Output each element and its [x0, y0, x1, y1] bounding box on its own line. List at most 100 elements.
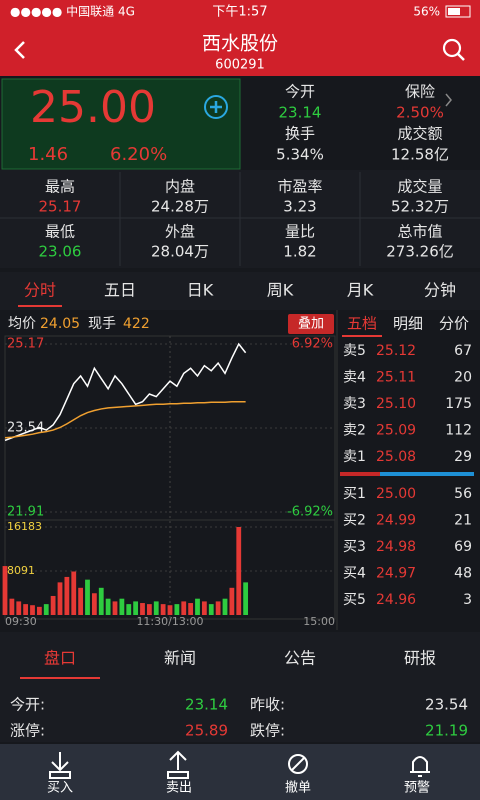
search-button[interactable]: [442, 38, 462, 58]
stat-label: 最低: [45, 223, 75, 241]
chart-tab[interactable]: 分时: [24, 281, 56, 300]
stat-value: 28.04万: [151, 243, 209, 261]
info-tab[interactable]: 新闻: [164, 649, 196, 668]
volume-bar: [71, 571, 77, 615]
book-price: 25.11: [376, 370, 416, 386]
volume-bar: [174, 604, 180, 615]
price-box: [1, 78, 241, 170]
volume-bar: [2, 566, 8, 615]
search-handle: [457, 53, 465, 61]
chart-tab[interactable]: 五日: [104, 281, 136, 300]
battery-level: [448, 8, 460, 15]
chart-tab[interactable]: 周K: [267, 281, 294, 300]
book-volume: 67: [454, 343, 472, 359]
summary-value: 12.58亿: [391, 146, 449, 164]
volume-bar: [222, 598, 228, 615]
volume-bar: [133, 601, 139, 615]
volume-bar: [9, 598, 15, 615]
volume-bar: [78, 587, 84, 615]
toolbar-button[interactable]: 卖出: [166, 781, 192, 796]
book-volume: 56: [454, 486, 472, 502]
book-label: 卖1: [343, 449, 366, 465]
volume-bar: [160, 604, 166, 615]
toolbar-button[interactable]: 撤单: [285, 780, 311, 796]
toolbar-button[interactable]: 预警: [404, 780, 430, 796]
volume-bar: [23, 604, 29, 615]
stat-value: 23.06: [39, 243, 82, 261]
chart-tab[interactable]: 日K: [187, 281, 214, 300]
chart-tab[interactable]: 分钟: [424, 281, 456, 300]
stat-value: 25.17: [39, 198, 82, 216]
toolbar-bg: [0, 744, 480, 800]
book-volume: 3: [463, 592, 472, 608]
header-bg: [0, 0, 480, 76]
volume-bar: [119, 598, 125, 615]
book-price: 25.12: [376, 343, 416, 359]
stat-label: 内盘: [165, 178, 195, 196]
info-label: 昨收:: [250, 696, 285, 714]
volume-bar: [85, 579, 90, 615]
back-button[interactable]: [14, 41, 25, 59]
volume-bar: [181, 601, 187, 615]
info-tab[interactable]: 盘口: [44, 649, 76, 668]
book-tab[interactable]: 分价: [439, 315, 469, 333]
info-label: 涨停:: [10, 722, 45, 740]
book-label: 买4: [343, 566, 366, 582]
toolbar-icons: [49, 750, 430, 779]
book-volume: 29: [454, 449, 472, 465]
volume-bar: [140, 603, 145, 615]
volume-bar: [91, 593, 97, 615]
volume-bar: [126, 604, 132, 615]
toolbar-button[interactable]: 买入: [47, 781, 73, 796]
volume-bar: [64, 576, 70, 615]
book-label: 买5: [343, 592, 366, 608]
book-label: 买3: [343, 539, 366, 555]
info-value: 25.89: [185, 722, 228, 740]
y-tick-label: 23.54: [7, 421, 44, 436]
book-volume: 175: [445, 396, 472, 412]
info-label: 跌停:: [250, 722, 285, 740]
add-watch-button[interactable]: [204, 95, 228, 119]
x-tick-label: 09:30: [5, 615, 37, 628]
info-bg: [0, 632, 480, 742]
v-tick-label: 16183: [7, 520, 42, 533]
y-tick-label: 21.91: [7, 505, 44, 520]
volume-bar: [188, 603, 194, 615]
book-tab[interactable]: 明细: [393, 315, 423, 333]
volume-bar: [30, 605, 35, 615]
book-volume: 20: [454, 370, 472, 386]
stat-value: 1.82: [283, 243, 316, 261]
battery: 56%: [413, 5, 440, 19]
volume-bar: [236, 527, 242, 615]
book-volume: 112: [445, 423, 472, 439]
volume-bar: [167, 605, 173, 615]
book-price: 25.10: [376, 396, 416, 412]
chart-tab[interactable]: 月K: [347, 281, 374, 300]
info-tab[interactable]: 研报: [404, 649, 436, 668]
volume-bar: [36, 606, 42, 615]
price-line: [4, 342, 247, 442]
stat-value: 24.28万: [151, 198, 209, 216]
stat-label: 总市值: [397, 223, 442, 241]
network: 4G: [118, 5, 135, 19]
overlay-label[interactable]: 叠加: [298, 317, 324, 332]
more-arrow[interactable]: [445, 93, 452, 107]
book-volume: 69: [454, 539, 472, 555]
info-value: 23.54: [425, 696, 468, 714]
overlay-button[interactable]: [288, 314, 334, 334]
volume-bar: [229, 587, 235, 615]
info-tab[interactable]: 公告: [284, 649, 316, 668]
volume-bar: [43, 604, 49, 615]
book-volume: 48: [454, 566, 472, 582]
book-price: 24.99: [376, 513, 416, 529]
pct-label: -6.92%: [287, 505, 333, 520]
book-tab[interactable]: 五档: [347, 315, 377, 333]
summary-label: 今开: [285, 83, 315, 101]
volume-bar: [57, 582, 63, 615]
info-value: 23.14: [185, 696, 228, 714]
carrier: ●●●●● 中国联通: [10, 4, 114, 19]
clock: 下午1:57: [212, 5, 267, 20]
stat-value: 3.23: [283, 198, 316, 216]
summary-label: 成交额: [397, 125, 442, 143]
